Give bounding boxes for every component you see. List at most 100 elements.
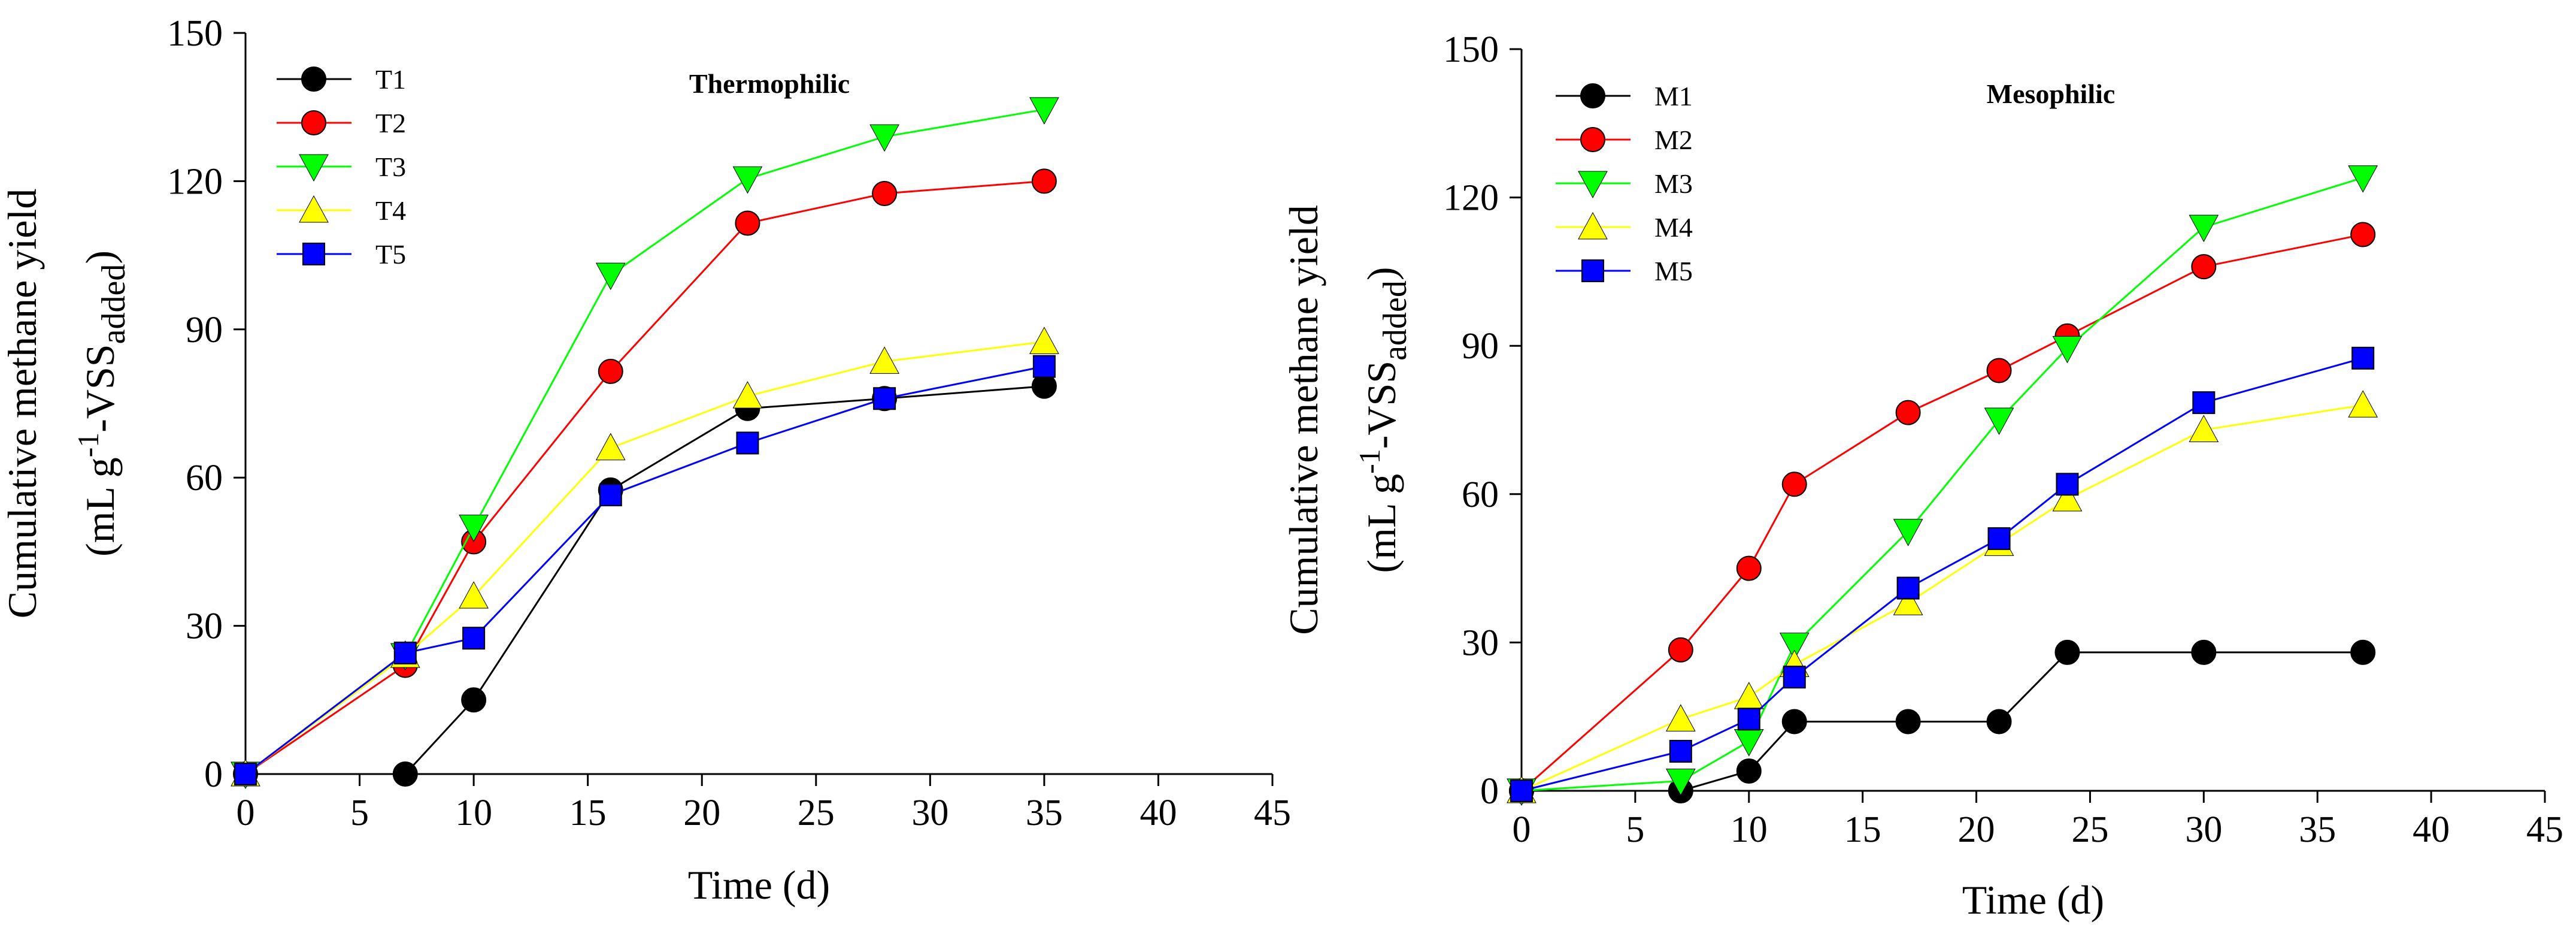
legend-label: T1 [375, 64, 406, 95]
series-t3-point [1029, 97, 1059, 125]
series-m4 [1507, 390, 2378, 803]
y-tick-label: 60 [1462, 474, 1499, 515]
series-m3-point [1893, 519, 1923, 546]
series-m3 [1507, 165, 2378, 806]
series-t1-point [461, 687, 487, 713]
series-m3-point [2189, 214, 2219, 243]
series-t5-point [736, 431, 759, 455]
legend-label: M2 [1654, 125, 1693, 155]
legend-marker [1578, 211, 1608, 240]
legend-marker [301, 67, 326, 92]
series-t4 [231, 327, 1059, 787]
series-t3 [231, 97, 1059, 790]
series-m2-point [2350, 222, 2376, 247]
series-t3-point [732, 166, 763, 194]
x-tick-label: 10 [1731, 809, 1768, 850]
y-axis-unit: (mL g-1-VSSadded) [1353, 267, 1414, 573]
y-tick-label: 0 [204, 754, 223, 795]
y-axis-unit: (mL g-1-VSSadded) [71, 250, 132, 557]
series-t5-point [462, 627, 486, 650]
thermophilic-chart: 0 5 10 15 20 25 30 35 40 45 0 30 60 90 120 150 Time (d) C… [0, 13, 1291, 908]
y-tick-label: 90 [1462, 326, 1499, 367]
y-tick-label: 150 [1443, 29, 1499, 70]
series-m3-point [2348, 165, 2378, 193]
series-t4-line [245, 340, 1045, 775]
series-m5-point [1896, 576, 1920, 600]
legend-marker [299, 195, 329, 223]
series-m5-point [1669, 739, 1692, 763]
series-m4-point [2052, 484, 2083, 512]
series-m5-point [1510, 779, 1533, 802]
series-m3-point [1984, 407, 2014, 436]
x-tick-label: 35 [2299, 809, 2336, 850]
x-tick-label: 20 [1958, 809, 1995, 850]
x-tick-label: 45 [1254, 793, 1291, 833]
series-m5-point [1737, 708, 1760, 731]
y-tick-label: 90 [186, 310, 223, 350]
y-tick-label: 60 [186, 458, 223, 498]
series-t5-point [234, 763, 257, 785]
series-m1-point [1736, 758, 1762, 784]
chart-title: Thermophilic [689, 68, 850, 99]
y-axis-title: Cumulative methane yield [1281, 205, 1326, 635]
series-m1 [1509, 639, 2376, 803]
legend-marker [302, 243, 325, 265]
series-m3-point [1666, 768, 1696, 796]
series-m4-point [1666, 704, 1696, 732]
series-m4-point [2189, 415, 2219, 443]
legend-label: T2 [375, 108, 406, 138]
mesophilic-chart: 0 5 10 15 20 25 30 35 40 45 0 30 60 90 120 150 Time (d) C… [1281, 29, 2563, 923]
series-m2-point [1895, 400, 1921, 425]
y-tick-label: 120 [167, 161, 223, 202]
y-tick-label: 0 [1480, 771, 1499, 812]
x-tick-label: 30 [2185, 809, 2222, 850]
series-m1-point [1781, 709, 1807, 735]
legend-marker [1580, 127, 1605, 152]
chart-title: Mesophilic [1987, 78, 2116, 109]
series-t5-point [393, 641, 417, 664]
series-m2-point [1668, 637, 1693, 663]
series-m5-point [2056, 473, 2079, 496]
series-m2-point [1986, 358, 2012, 383]
x-tick-label: 5 [1626, 809, 1644, 850]
series-m5-point [2192, 391, 2216, 415]
legend-label: T3 [375, 152, 406, 182]
x-tick-label: 35 [1026, 793, 1063, 833]
series-t2 [233, 168, 1057, 787]
legend-label: M5 [1654, 256, 1693, 286]
series-t4-point [459, 581, 489, 609]
series-m4-point [2348, 390, 2378, 418]
series-m1-line [1522, 651, 2363, 792]
series-t3-point [869, 124, 899, 152]
series-m5-point [1987, 527, 2011, 551]
series-t4-point [869, 346, 899, 374]
x-tick-label: 20 [683, 793, 720, 833]
x-tick-label: 0 [1513, 809, 1531, 850]
series-t5-point [1032, 355, 1056, 378]
series-t4-point [1029, 327, 1059, 354]
series-t2-point [598, 358, 623, 384]
series-m4-point [1734, 682, 1764, 709]
x-tick-label: 40 [1139, 793, 1177, 833]
x-tick-label: 45 [2526, 809, 2563, 850]
x-tick-label: 15 [569, 793, 607, 833]
series-m3-line [1521, 177, 2363, 792]
legend: T1 T2 T3 T4 T5 [277, 64, 406, 270]
y-tick-label: 120 [1443, 178, 1499, 219]
x-tick-label: 0 [237, 793, 255, 833]
series-t1-line [404, 385, 1045, 775]
y-axis-title: Cumulative methane yield [0, 189, 45, 619]
x-tick-label: 25 [798, 793, 835, 833]
series-t2-point [872, 181, 898, 207]
legend-label: T5 [375, 239, 406, 270]
y-tick-label: 30 [186, 606, 223, 647]
series-m2-line [1521, 234, 2363, 792]
series-t5-line [245, 365, 1045, 775]
series-t5-point [599, 483, 622, 507]
series-m4-line [1521, 404, 2363, 792]
series-m1-point [2350, 639, 2376, 665]
series-m1-point [2054, 639, 2080, 665]
x-tick-label: 30 [911, 793, 948, 833]
